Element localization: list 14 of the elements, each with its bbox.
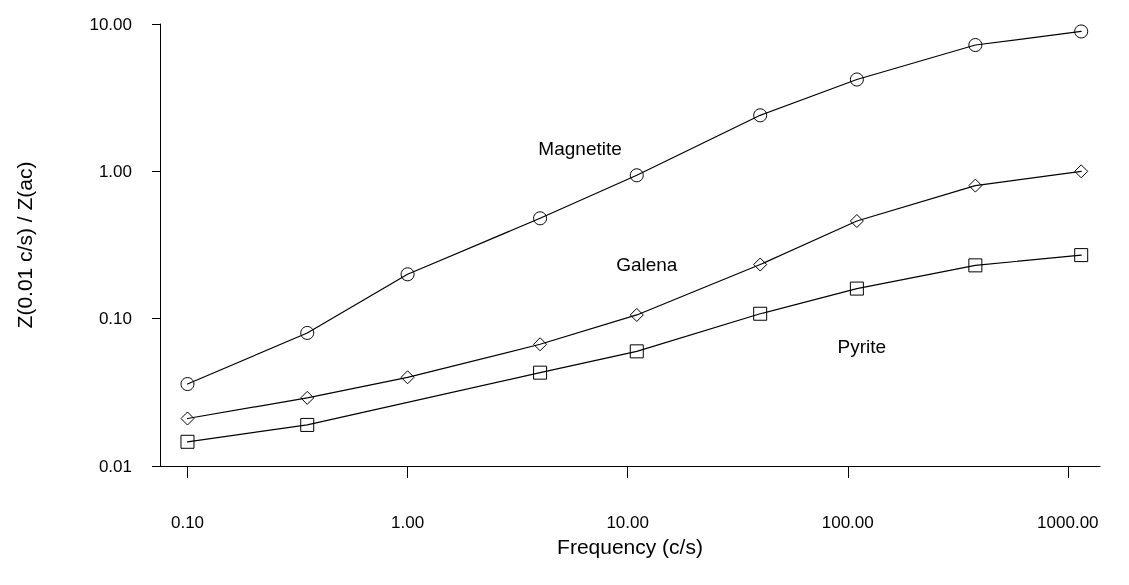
x-tick-label: 1.00 (391, 513, 425, 532)
y-tick-label: 0.01 (98, 456, 132, 476)
x-tick-label: 1000.00 (1037, 513, 1099, 532)
x-tick-label: 0.10 (170, 513, 205, 532)
y-axis-title: Z(0.01 c/s) / Z(ac) (13, 161, 36, 329)
y-tick-label: 10.00 (89, 14, 132, 34)
y-tick-label: 0.10 (98, 309, 132, 329)
series-label: Galena (616, 254, 678, 276)
text: Pyrite (837, 336, 887, 358)
y-tick-label: 1.00 (98, 161, 132, 181)
x-tick-label: 100.00 (821, 513, 874, 532)
x-tick-label: 10.00 (606, 513, 649, 532)
series-label: Magnetite (538, 137, 622, 159)
x-axis-title: Frequency (c/s) (557, 535, 703, 558)
